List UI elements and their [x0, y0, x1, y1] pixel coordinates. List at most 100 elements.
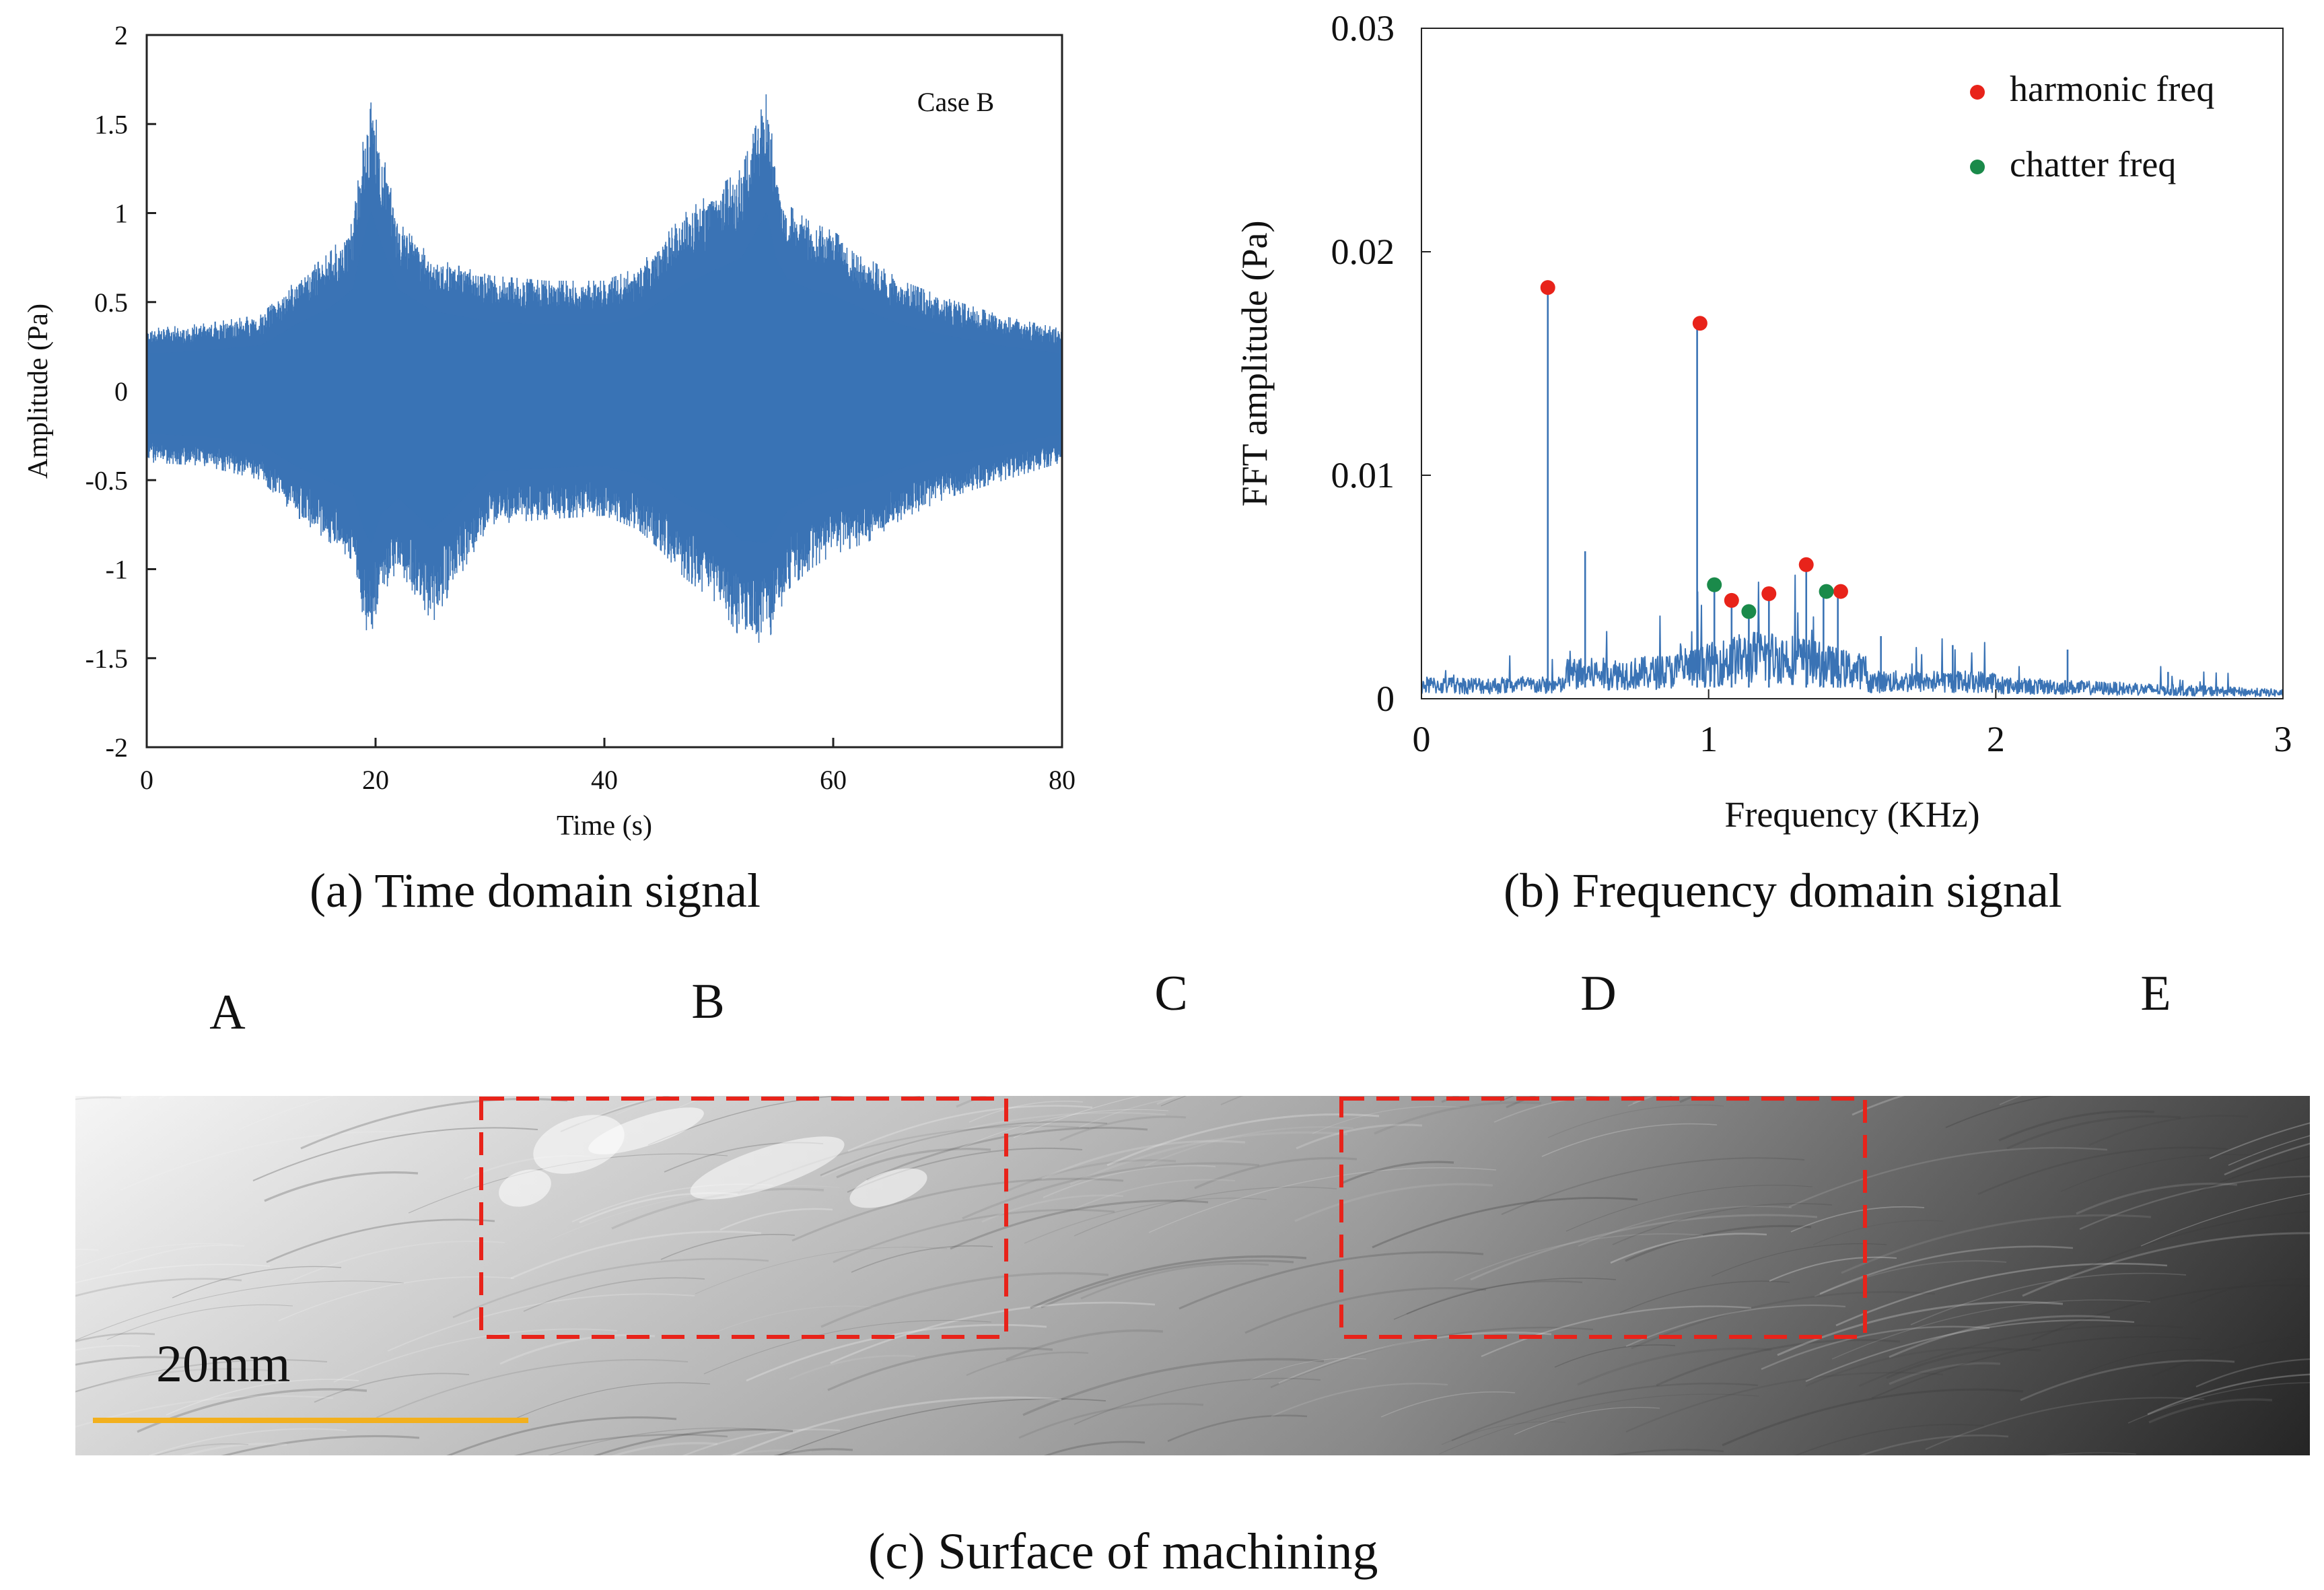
tool-mark	[514, 1382, 711, 1420]
freq-legend: harmonic freq chatter freq	[1970, 69, 2214, 184]
tool-mark	[678, 1096, 711, 1108]
tool-mark	[154, 1443, 249, 1455]
time-y-tick-label: 0.5	[94, 287, 128, 318]
legend-chatter-label: chatter freq	[2010, 144, 2176, 184]
caption-c: (c) Surface of machining	[868, 1523, 1378, 1580]
time-signal-series	[146, 94, 1063, 643]
time-x-axis-label: Time (s)	[557, 810, 652, 841]
time-domain-chart: -2-1.5-1-0.500.511.520 20 40 60 80 Case B Ti…	[23, 20, 1076, 841]
freq-y-tick-label: 0.02	[1331, 232, 1395, 272]
tool-mark	[1271, 1383, 1448, 1418]
tool-mark	[719, 1208, 833, 1231]
tool-mark	[1679, 1096, 1697, 1103]
region-label-c: C	[1154, 966, 1187, 1021]
tool-mark	[1069, 1131, 1348, 1185]
tool-mark	[510, 1231, 762, 1280]
tool-mark	[701, 1305, 876, 1339]
chatter-freq-marker	[1707, 577, 1722, 592]
tool-mark	[252, 1127, 538, 1181]
tool-mark	[1788, 1146, 2108, 1208]
tool-mark	[1577, 1347, 1772, 1386]
tool-mark	[1380, 1391, 1516, 1418]
tool-mark	[836, 1148, 991, 1179]
tool-mark	[290, 1240, 505, 1282]
tool-mark	[833, 1208, 1115, 1264]
tool-mark	[2224, 1142, 2310, 1176]
tool-mark	[1441, 1421, 1566, 1445]
tool-mark	[2152, 1335, 2310, 1377]
tool-mark	[1625, 1224, 1812, 1262]
tool-mark	[773, 1448, 853, 1455]
time-y-axis-label: Amplitude (Pa)	[23, 304, 54, 479]
tool-mark	[1547, 1104, 1724, 1138]
tool-mark	[1250, 1358, 1367, 1381]
tool-mark	[1481, 1305, 1752, 1358]
tool-mark	[1312, 1105, 1460, 1134]
harmonic-freq-marker	[1540, 280, 1555, 296]
tool-mark	[1625, 1304, 1846, 1348]
freq-x-tick-label: 1	[1699, 719, 1718, 759]
tool-mark	[2079, 1175, 2310, 1231]
tool-mark	[2209, 1122, 2310, 1159]
tool-mark	[1073, 1186, 1337, 1237]
tool-mark	[2190, 1278, 2310, 1305]
tool-mark	[158, 1096, 168, 1100]
freq-x-tick-label: 3	[2274, 719, 2292, 759]
tool-mark	[75, 1356, 190, 1366]
legend-chatter-marker	[1970, 160, 1985, 174]
harmonic-freq-marker	[1798, 557, 1814, 572]
fft-spectrum-series	[1421, 289, 2284, 697]
time-signal-core	[147, 211, 1062, 544]
tool-mark	[579, 1096, 660, 1124]
region-b-highlight	[479, 1097, 1008, 1339]
tool-mark	[1910, 1272, 2187, 1325]
harmonic-freq-marker	[1724, 592, 1739, 608]
legend-harmonic-label: harmonic freq	[2010, 69, 2214, 109]
tool-mark	[1030, 1255, 1307, 1309]
surface-glint	[849, 1168, 927, 1208]
tool-mark	[1631, 1290, 1936, 1350]
tool-mark	[1194, 1156, 1358, 1189]
tool-mark	[266, 1218, 495, 1264]
tool-mark	[376, 1359, 689, 1418]
tool-mark	[2088, 1115, 2249, 1146]
tool-mark	[777, 1398, 1106, 1455]
tool-mark	[2195, 1358, 2310, 1388]
tool-mark	[120, 1130, 437, 1191]
tool-mark	[2198, 1156, 2310, 1193]
tool-mark	[1006, 1329, 1164, 1361]
tool-mark	[147, 1428, 347, 1455]
tool-mark	[1018, 1402, 1204, 1439]
tool-mark	[1514, 1407, 1660, 1435]
machined-surface-figure: A B C D E 20mm	[75, 966, 2310, 1496]
freq-x-tick-label: 0	[1413, 719, 1431, 759]
harmonic-freq-marker	[1692, 316, 1707, 331]
tool-mark	[1619, 1280, 1790, 1313]
tool-mark	[1812, 1220, 1944, 1245]
tool-mark	[75, 1097, 122, 1101]
tool-mark	[2060, 1154, 2260, 1192]
tool-mark	[75, 1332, 155, 1343]
tool-mark	[806, 1096, 819, 1101]
caption-a: (a) Time domain signal	[310, 864, 761, 918]
tool-mark	[514, 1433, 728, 1455]
tool-mark	[969, 1101, 1084, 1123]
tool-mark	[387, 1293, 695, 1352]
tool-mark	[791, 1177, 1124, 1242]
tool-mark	[75, 1264, 271, 1284]
tool-mark	[1612, 1203, 1833, 1245]
tool-mark	[1393, 1278, 1617, 1320]
tool-marks	[75, 1096, 2310, 1496]
tool-mark	[1178, 1251, 1484, 1310]
tool-mark	[1790, 1206, 1925, 1233]
tool-mark	[1294, 1183, 1493, 1222]
tool-mark	[265, 1461, 453, 1496]
tool-mark	[106, 1304, 293, 1340]
scale-bar-label: 20mm	[156, 1334, 290, 1393]
fft-noise-trace	[1421, 574, 2284, 697]
time-y-tick-label: -1	[106, 555, 128, 585]
caption-b: (b) Frequency domain signal	[1504, 864, 2062, 918]
tool-mark	[1530, 1467, 1687, 1496]
tool-mark	[1501, 1157, 1805, 1215]
tool-mark	[721, 1449, 812, 1455]
